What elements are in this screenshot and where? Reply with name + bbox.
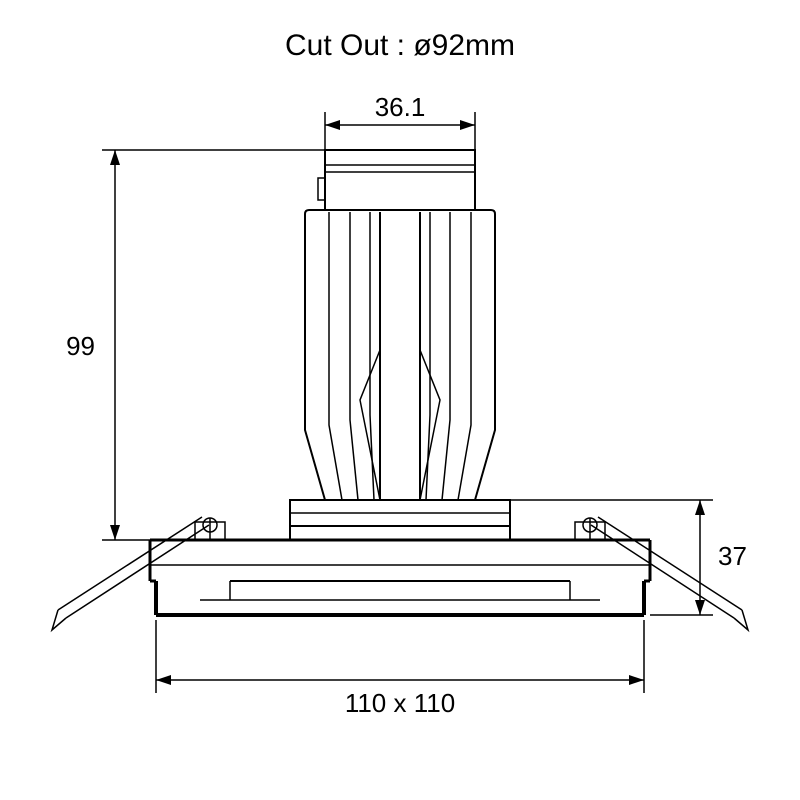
dimension-top: 36.1 [325, 92, 475, 150]
dimension-right: 37 [510, 500, 747, 615]
dimension-bottom: 110 x 110 [156, 620, 644, 718]
dimension-left: 99 [66, 150, 325, 540]
collar-step [290, 500, 510, 540]
dimension-left-value: 99 [66, 331, 95, 361]
heatsink-body [305, 210, 495, 500]
dimension-top-value: 36.1 [375, 92, 426, 122]
dimension-bottom-value: 110 x 110 [345, 688, 455, 718]
dimension-right-value: 37 [718, 541, 747, 571]
flange-bezel [150, 540, 650, 615]
technical-drawing: Cut Out : ø92mm [0, 0, 800, 800]
connector-cap [318, 150, 475, 210]
cutout-title: Cut Out : ø92mm [285, 29, 515, 62]
